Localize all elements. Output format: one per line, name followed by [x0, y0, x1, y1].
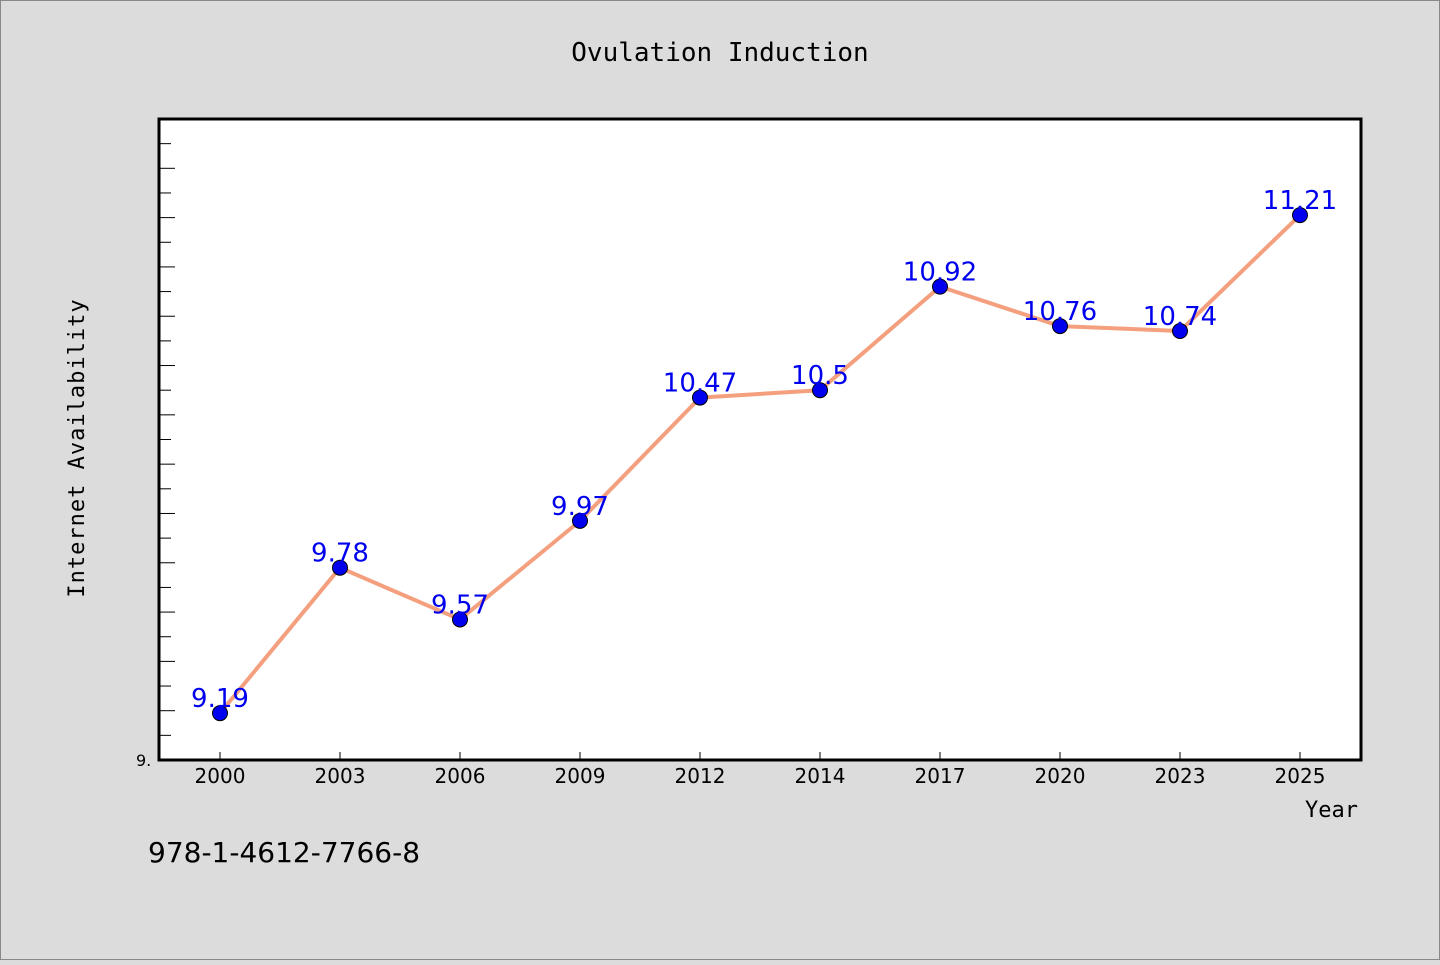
data-label: 10.92 — [903, 258, 977, 288]
series-line — [218, 213, 1302, 716]
data-point — [692, 389, 708, 406]
data-label: 10.47 — [663, 369, 737, 399]
data-point — [212, 705, 228, 722]
x-tick-label: 2000 — [195, 764, 246, 788]
x-axis: 2000 2003 2006 2009 2012 2014 2017 2020 2023 2025 — [195, 752, 1326, 788]
data-label: 9.78 — [311, 539, 369, 569]
y-axis-ticks — [159, 118, 175, 761]
data-point — [1292, 207, 1308, 224]
data-point — [1052, 318, 1068, 335]
data-label: 11.21 — [1263, 186, 1337, 216]
x-tick-label: 2023 — [1155, 764, 1206, 788]
data-point — [1172, 323, 1188, 340]
data-label: 9.19 — [191, 684, 249, 714]
data-point — [572, 512, 588, 529]
data-label: 9.97 — [551, 492, 609, 522]
x-tick-label: 2020 — [1035, 764, 1086, 788]
x-tick-label: 2006 — [435, 764, 486, 788]
data-point — [332, 559, 348, 576]
data-label: 9.57 — [431, 590, 489, 620]
x-tick-label: 2025 — [1275, 764, 1326, 788]
y-axis-label: Internet Availability — [65, 298, 90, 597]
x-tick-label: 2003 — [315, 764, 366, 788]
series-group: 9.19 9.78 9.57 9.97 10.47 10.5 10.92 10.76 10.74… — [191, 186, 1337, 722]
plot-area — [157, 117, 1363, 762]
x-axis-label: Year — [1305, 798, 1358, 823]
chart-title: Ovulation Induction — [571, 38, 868, 68]
y-tick-label: 9. — [136, 751, 151, 770]
data-label: 10.5 — [791, 361, 849, 391]
data-point — [452, 611, 468, 628]
isbn-text: 978-1-4612-7766-8 — [148, 836, 420, 869]
x-tick-label: 2012 — [675, 764, 726, 788]
data-label: 10.74 — [1143, 302, 1217, 332]
data-point — [932, 278, 948, 295]
x-tick-label: 2014 — [795, 764, 846, 788]
data-point — [812, 382, 828, 399]
x-tick-label: 2009 — [555, 764, 606, 788]
x-tick-label: 2017 — [915, 764, 966, 788]
data-label: 10.76 — [1023, 297, 1097, 327]
